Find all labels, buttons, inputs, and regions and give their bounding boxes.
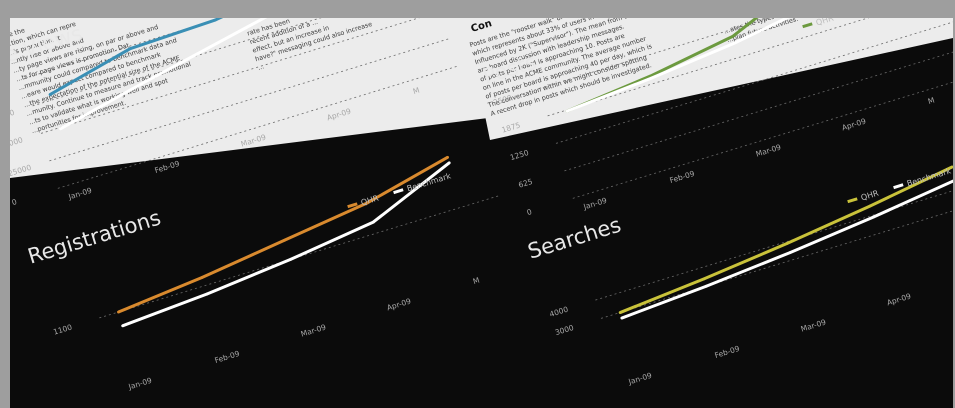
legend-label: Benchmark <box>406 171 453 193</box>
y-tick-label: 4000 <box>548 305 569 319</box>
data-point <box>366 201 369 205</box>
x-tick-label: Jan-09 <box>127 376 154 392</box>
y-tick-label: 0 <box>526 207 533 217</box>
data-point <box>220 39 224 43</box>
paper-right <box>465 18 953 140</box>
x-tick-label: Feb-09 <box>154 159 181 175</box>
gridline <box>572 75 953 199</box>
data-point <box>733 41 736 45</box>
x-tick-label: M <box>412 86 421 97</box>
legend-swatch <box>802 22 813 29</box>
data-point <box>59 127 62 131</box>
searches-title: Searches <box>525 213 624 264</box>
data-point <box>950 165 953 169</box>
gridline <box>32 18 435 107</box>
legend-swatch <box>347 202 358 209</box>
gridline <box>40 18 443 134</box>
paper-line: ... <box>257 62 265 71</box>
data-point <box>871 215 875 219</box>
y-tick-label: 1100 <box>52 322 73 336</box>
gridline <box>24 18 426 79</box>
data-point <box>371 220 375 224</box>
series-line-qhr <box>117 156 449 314</box>
x-tick-label: Mar-09 <box>800 317 828 333</box>
data-point <box>447 161 451 165</box>
data-point <box>618 311 622 314</box>
legend-label: QHR <box>860 188 880 202</box>
data-point <box>565 109 569 113</box>
x-tick-label: M <box>927 96 936 107</box>
data-point <box>620 316 624 320</box>
x-tick-label: M <box>472 276 481 287</box>
gridline <box>57 65 460 189</box>
data-point <box>121 324 125 328</box>
data-point <box>868 204 872 208</box>
chart-searches: Searches 3000 4000 Jan-09 Feb-09 Mar-09 Apr-09… <box>525 165 953 387</box>
paper-left <box>10 18 488 178</box>
paper-col1: are the ...tion, which can repre ...is p… <box>10 20 192 135</box>
x-tick-label: Jan-09 <box>582 196 609 212</box>
data-point <box>731 35 734 38</box>
y-tick-label: 675000 <box>10 108 16 125</box>
data-point <box>205 292 209 296</box>
y-tick-label: 0 <box>11 197 18 207</box>
x-tick-label: Mar-09 <box>300 322 328 338</box>
data-point <box>704 284 708 288</box>
legend: QHR Benchmark <box>347 171 453 209</box>
data-point <box>788 251 792 254</box>
data-point <box>283 238 287 242</box>
y-tick-label: 1250 <box>509 148 530 162</box>
data-point <box>785 242 789 245</box>
data-point <box>289 258 292 261</box>
x-tick-label: Apr-09 <box>886 291 913 307</box>
x-tick-label: Feb-09 <box>669 169 696 185</box>
data-point <box>128 47 132 51</box>
data-point <box>48 93 52 96</box>
series-line-qhr <box>619 165 953 314</box>
gridline <box>595 176 953 301</box>
gridline <box>49 37 452 162</box>
x-tick-label: Jan-09 <box>67 186 94 202</box>
data-point <box>649 76 653 80</box>
data-point <box>117 310 120 314</box>
y-tick-label: 625 <box>517 177 534 190</box>
data-point <box>200 276 204 279</box>
x-tick-label: Apr-09 <box>386 296 413 312</box>
legend-label: QHR <box>360 193 380 207</box>
legend-swatch <box>393 188 404 195</box>
x-tick-label: Feb-09 <box>714 344 741 360</box>
x-tick-label: Feb-09 <box>214 349 241 365</box>
data-point <box>446 155 449 159</box>
data-point <box>214 18 217 22</box>
legend-swatch <box>893 183 904 190</box>
x-tick-label: Apr-09 <box>841 116 868 132</box>
report-photo: are the ...tion, which can repre ...is p… <box>10 18 953 408</box>
data-point <box>702 277 706 281</box>
legend-swatch <box>847 197 858 204</box>
x-tick-label: Mar-09 <box>755 142 783 158</box>
data-point <box>139 82 143 86</box>
x-tick-label: Jan-09 <box>627 371 654 387</box>
report-canvas: are the ...tion, which can repre ...is p… <box>10 18 953 392</box>
registrations-title: Registrations <box>25 206 164 269</box>
legend-label: QHR <box>815 18 835 27</box>
gridline <box>539 18 941 89</box>
y-tick-label: 3000 <box>554 323 575 337</box>
